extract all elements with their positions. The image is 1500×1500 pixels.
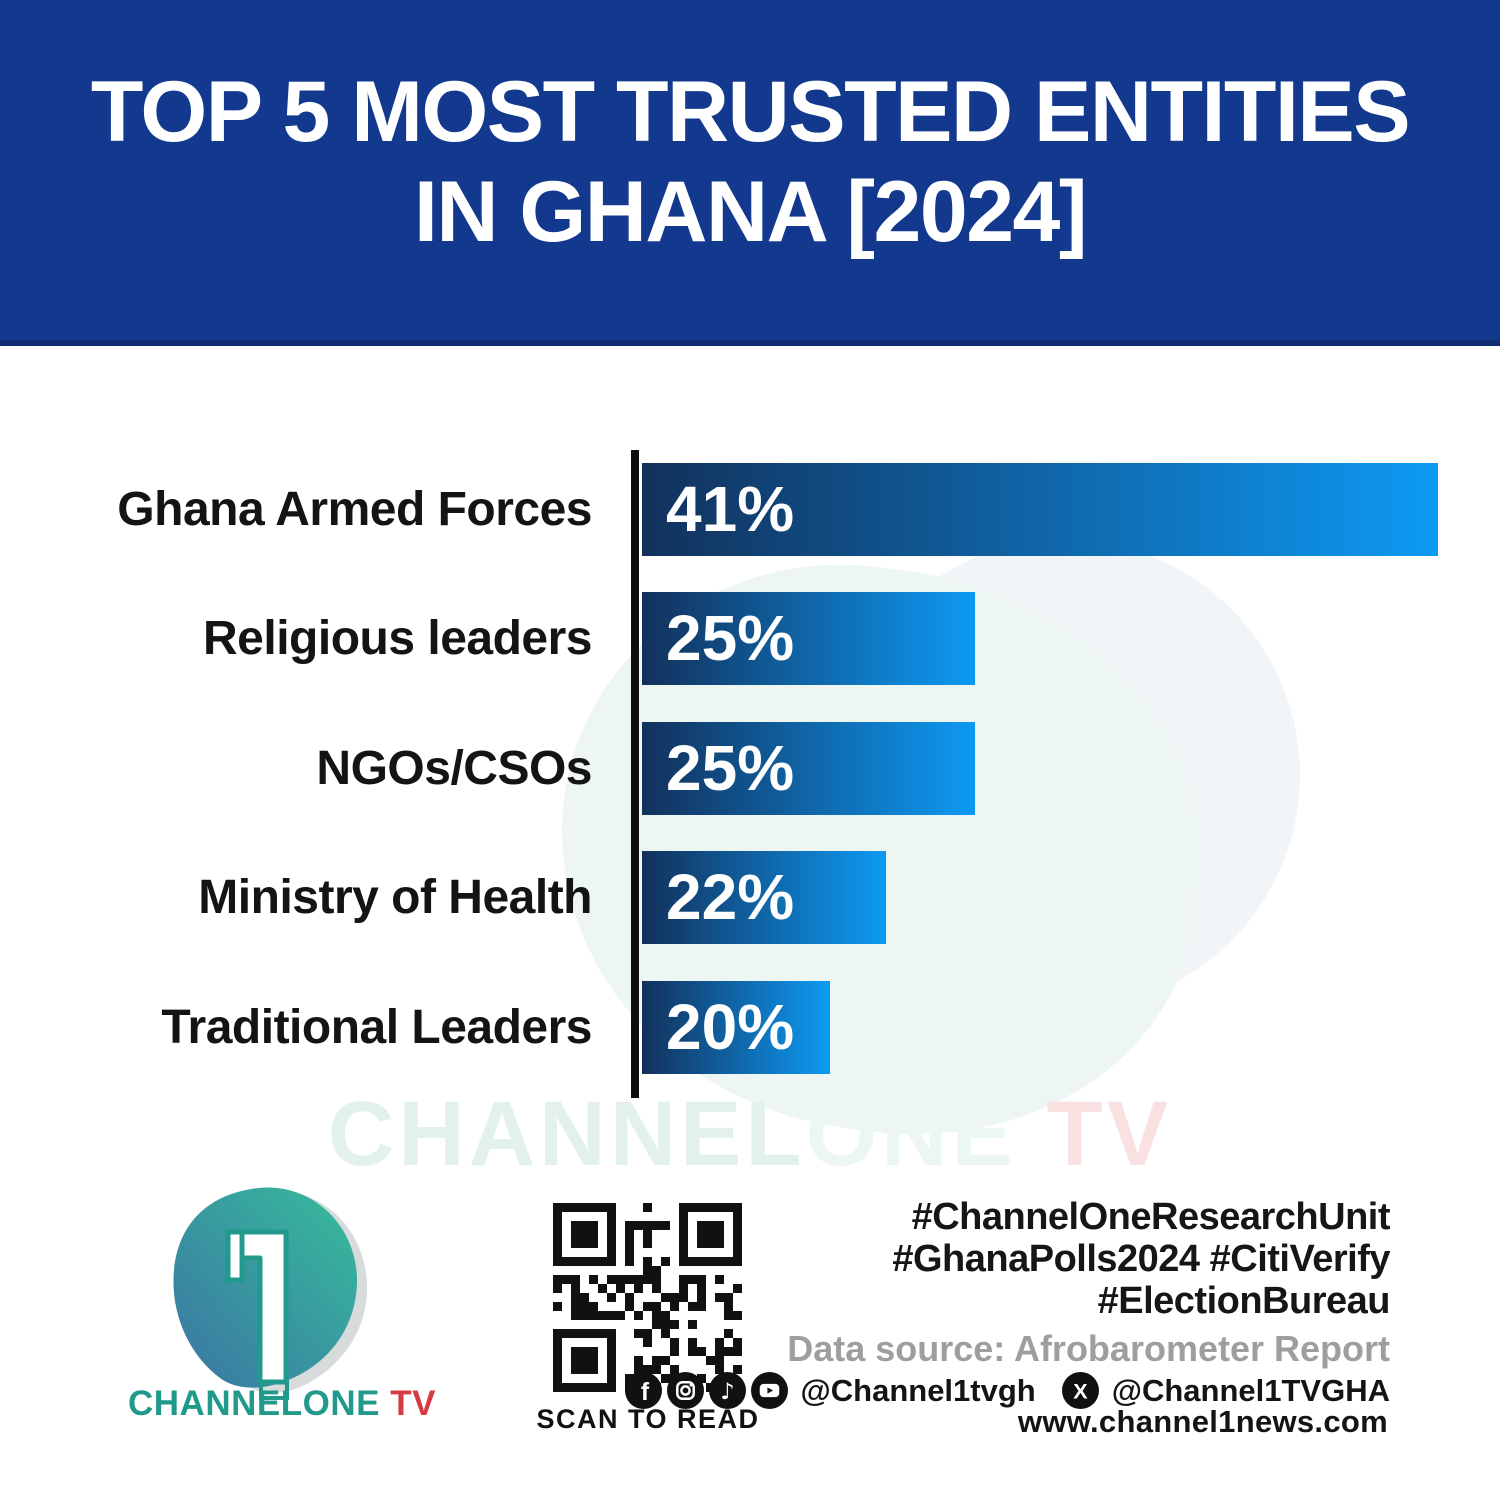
qr-caption: SCAN TO READ bbox=[536, 1404, 760, 1434]
chart-axis-line bbox=[631, 450, 639, 1098]
category-label: Traditional Leaders bbox=[161, 1001, 592, 1054]
x-icon: X bbox=[1061, 1372, 1099, 1409]
channel-one-wordmark: CHANNELONE TV bbox=[128, 1384, 435, 1424]
tiktok-icon: ♪ bbox=[708, 1372, 746, 1409]
bar-value-label: 20% bbox=[666, 991, 795, 1063]
svg-text:♪: ♪ bbox=[720, 1379, 734, 1405]
social-row: f ♪ @Channel1tvgh X @Channel1TVGHA bbox=[624, 1372, 1390, 1409]
social-handle-main: @Channel1tvgh bbox=[800, 1372, 1036, 1408]
logo-number-1-hook bbox=[225, 1229, 245, 1283]
bar: 25% bbox=[642, 592, 975, 685]
data-source-note: Data source: Afrobarometer Report bbox=[787, 1328, 1390, 1369]
qr-code bbox=[553, 1203, 742, 1392]
wordmark-channel: CHANNEL bbox=[128, 1384, 303, 1423]
facebook-icon: f bbox=[624, 1372, 662, 1409]
category-label: NGOs/CSOs bbox=[316, 742, 592, 795]
page-title: TOP 5 MOST TRUSTED ENTITIES IN GHANA [20… bbox=[0, 62, 1500, 262]
title-line-2: IN GHANA [2024] bbox=[413, 164, 1088, 260]
svg-text:f: f bbox=[640, 1379, 649, 1406]
watermark-one: ONE bbox=[805, 1083, 1017, 1185]
logo-stem-extension bbox=[259, 1380, 289, 1400]
watermark-tv: TV bbox=[1017, 1083, 1173, 1185]
wordmark-one: ONE bbox=[302, 1384, 380, 1423]
hashtag-line-1: #ChannelOneResearchUnit bbox=[911, 1196, 1391, 1238]
channel-one-logo bbox=[173, 1187, 368, 1400]
bar-value-label: 25% bbox=[666, 602, 795, 674]
watermark-channel: CHANNEL bbox=[327, 1083, 806, 1185]
hashtag-block: #ChannelOneResearchUnit #GhanaPolls2024 … bbox=[892, 1196, 1390, 1322]
bar-value-label: 41% bbox=[666, 473, 795, 545]
svg-text:X: X bbox=[1073, 1379, 1088, 1404]
hashtag-line-3: #ElectionBureau bbox=[1097, 1280, 1391, 1322]
bar: 22% bbox=[642, 851, 886, 944]
instagram-icon bbox=[666, 1372, 704, 1409]
bar: 41% bbox=[642, 463, 1438, 556]
qr-pattern bbox=[553, 1203, 742, 1392]
category-label: Religious leaders bbox=[203, 612, 592, 665]
social-handle-x: @Channel1TVGHA bbox=[1111, 1372, 1390, 1408]
channel-one-text-watermark: CHANNELONE TV bbox=[18, 1082, 1482, 1187]
bar-value-label: 25% bbox=[666, 732, 795, 804]
bar: 25% bbox=[642, 722, 975, 815]
website-url: www.channel1news.com bbox=[1017, 1404, 1388, 1439]
bar-value-label: 22% bbox=[666, 861, 795, 933]
bar: 20% bbox=[642, 981, 830, 1074]
title-line-1: TOP 5 MOST TRUSTED ENTITIES bbox=[90, 64, 1411, 160]
youtube-icon bbox=[750, 1372, 788, 1409]
header-banner: TOP 5 MOST TRUSTED ENTITIES IN GHANA [20… bbox=[0, 0, 1500, 346]
hashtag-line-2: #GhanaPolls2024 #CitiVerify bbox=[892, 1238, 1390, 1280]
wordmark-tv: TV bbox=[379, 1384, 436, 1423]
category-label: Ministry of Health bbox=[198, 871, 592, 924]
category-label: Ghana Armed Forces bbox=[117, 483, 592, 536]
